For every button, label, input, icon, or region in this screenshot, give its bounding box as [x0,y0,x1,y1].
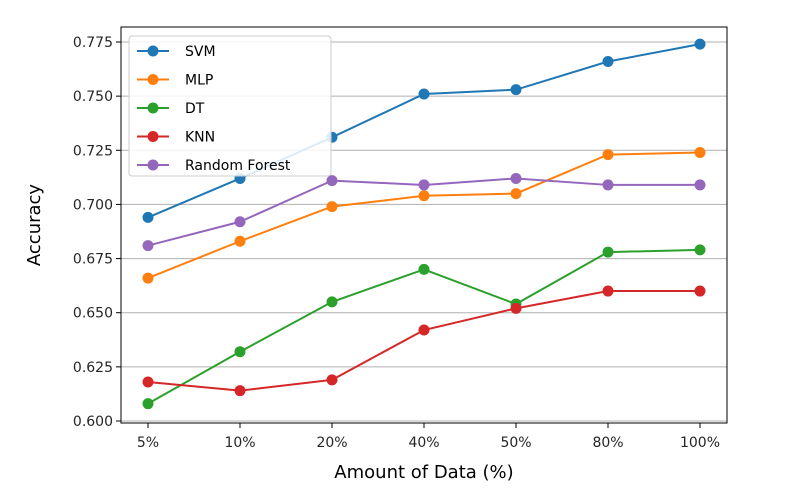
data-point [326,374,338,386]
data-point [142,376,154,388]
data-point [234,235,246,247]
data-point [418,263,430,275]
data-point [326,201,338,213]
x-tick-label: 40% [408,435,439,451]
legend-swatch-marker [147,131,159,142]
data-point [694,285,706,297]
data-point [142,211,154,223]
legend-label: DT [185,101,205,117]
y-tick-label: 0.700 [73,197,113,213]
legend-swatch-marker [147,102,159,114]
series-points [142,38,706,410]
data-point [418,179,430,191]
x-tick-label: 20% [316,435,347,451]
legend-label: MLP [185,73,213,89]
x-tick-label: 10% [224,435,255,451]
legend-swatch-marker [147,74,159,85]
y-tick-label: 0.625 [73,360,113,376]
data-point [694,38,706,50]
data-point [234,346,246,358]
data-point [234,385,246,397]
data-point [142,240,154,252]
y-tick-label: 0.750 [73,89,113,105]
data-point [234,216,246,228]
data-point [510,302,522,314]
data-point [326,175,338,187]
data-point [418,324,430,336]
y-axis-label: Accuracy [24,184,45,267]
data-point [418,190,430,202]
data-point [418,88,430,100]
x-axis-label: Amount of Data (%) [334,462,513,483]
data-point [694,244,706,256]
data-point [602,55,614,67]
y-tick-label: 0.775 [73,35,113,51]
data-point [510,84,522,96]
data-point [602,246,614,258]
data-point [142,398,154,410]
data-point [510,188,522,200]
data-point [142,272,154,284]
legend-label: Random Forest [185,158,291,174]
data-point [602,179,614,191]
data-point [694,146,706,158]
data-point [326,296,338,308]
x-tick-label: 50% [500,435,531,451]
x-tick-label: 80% [592,435,623,451]
y-tick-label: 0.675 [73,252,113,268]
legend-label: SVM [185,44,216,60]
y-ticks: 0.600 0.625 0.650 0.675 0.700 0.725 0.750 0.775 [73,35,121,430]
data-point [694,179,706,191]
y-tick-label: 0.725 [73,143,113,159]
x-tick-label: 100% [680,435,720,451]
x-ticks: 5% 10% 20% 40% 50% 80% 100% [137,423,720,451]
series-line-knn [147,290,700,392]
data-point [602,149,614,161]
y-tick-label: 0.650 [73,306,113,322]
x-tick-label: 5% [137,435,159,451]
data-point [602,285,614,297]
y-tick-label: 0.600 [73,414,113,430]
legend-box [128,35,332,177]
data-point [510,172,522,184]
legend-swatch-marker [147,159,159,171]
legend: SVM MLP DT KNN Random Forest [128,35,332,177]
legend-swatch-marker [147,45,159,57]
legend-label: KNN [185,130,215,146]
